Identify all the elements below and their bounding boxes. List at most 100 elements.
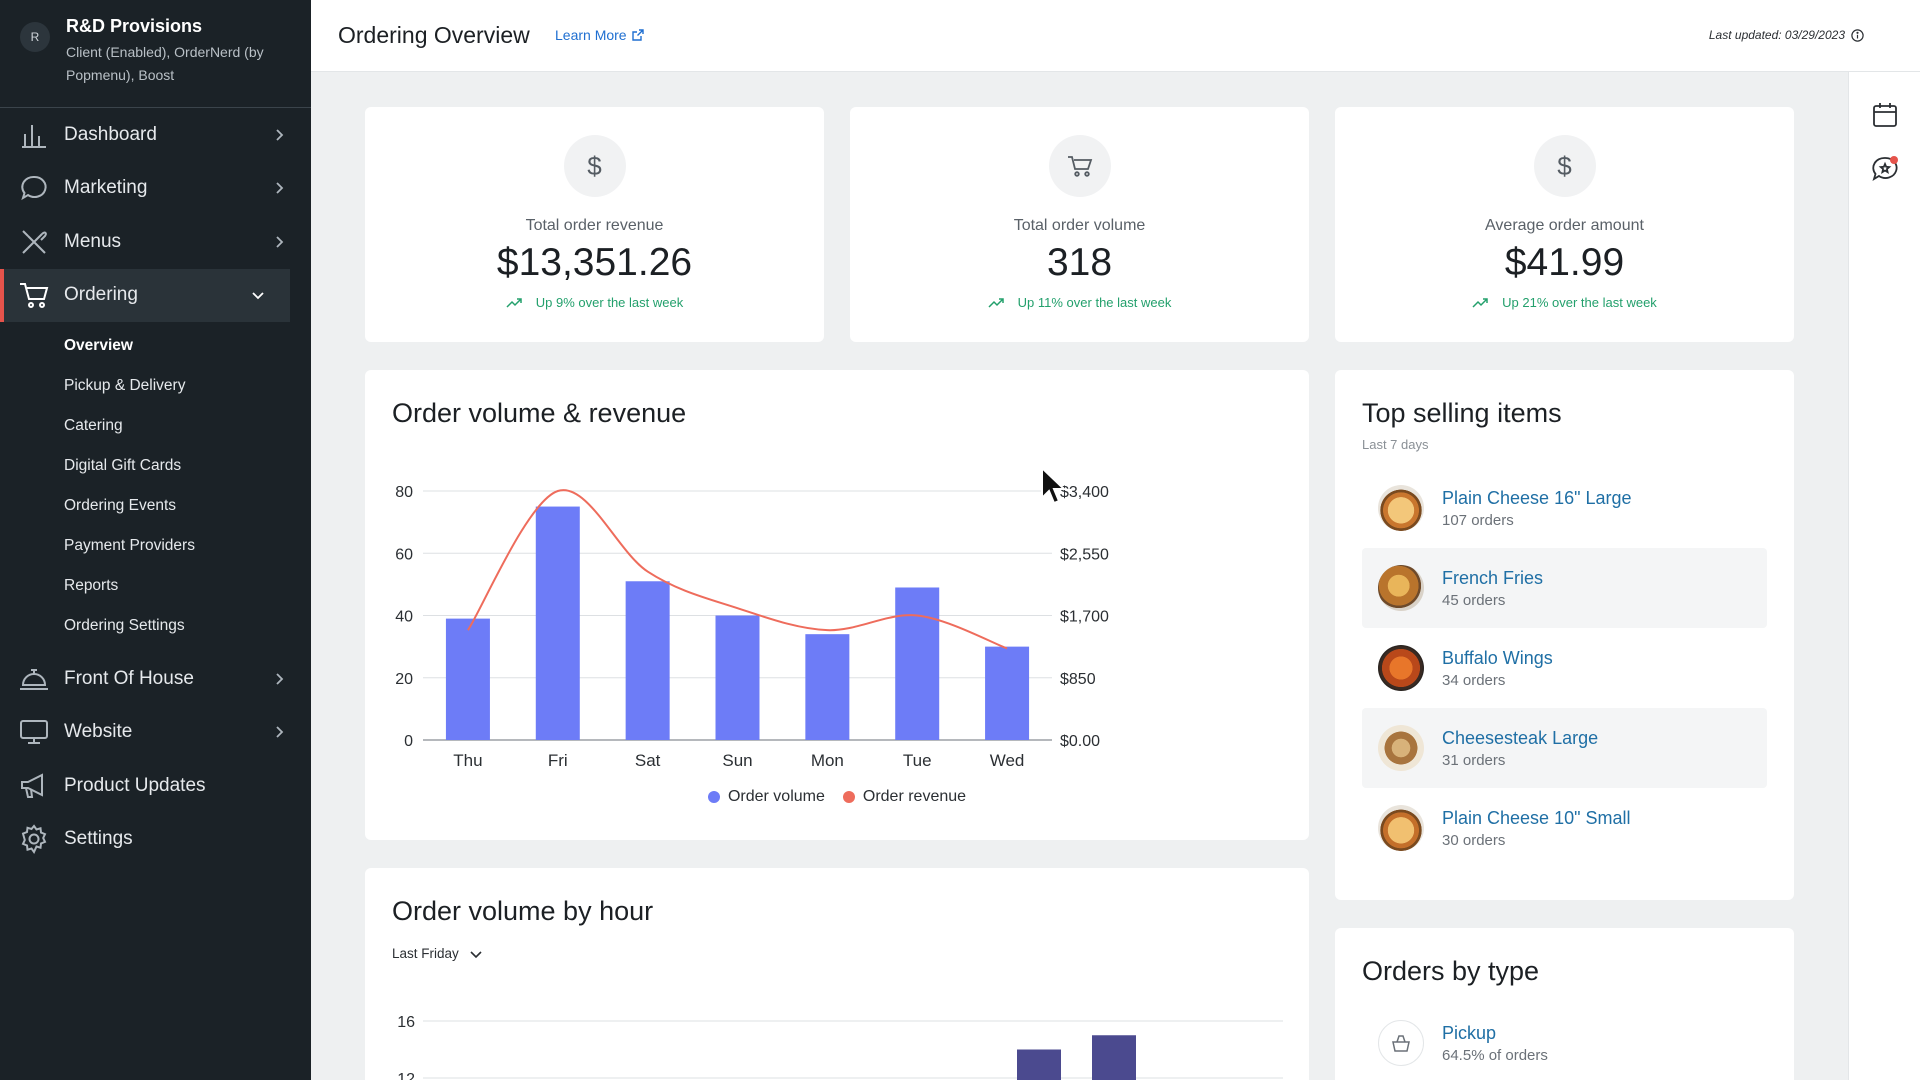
nav-item-product-updates[interactable]: Product Updates bbox=[0, 759, 311, 813]
subnav-catering[interactable]: Catering bbox=[64, 417, 123, 434]
item-orders: 30 orders bbox=[1442, 831, 1506, 849]
y-tick-label-left: 20 bbox=[395, 671, 413, 688]
subnav-digital-gift-cards[interactable]: Digital Gift Cards bbox=[64, 457, 182, 474]
card-subtitle: Last 7 days bbox=[1362, 437, 1429, 452]
last-updated-text: Last updated: 03/29/2023 bbox=[1708, 28, 1845, 42]
y-tick-label-right: $2,550 bbox=[1060, 546, 1109, 563]
kpi-label: Total order revenue bbox=[525, 217, 664, 234]
kpi-trend: Up 9% over the last week bbox=[365, 295, 824, 310]
dollar-icon: $ bbox=[1533, 135, 1596, 197]
item-name-link[interactable]: Cheesesteak Large bbox=[1442, 727, 1599, 748]
chevron-down-icon bbox=[252, 292, 264, 300]
y-tick-label-left: 0 bbox=[404, 733, 413, 750]
bar-hourly-volume bbox=[1017, 1049, 1061, 1080]
kpi-label: Average order amount bbox=[1485, 217, 1644, 234]
list-item[interactable]: Plain Cheese 10" Small 30 orders bbox=[1362, 788, 1767, 868]
volume-by-hour-card: Order volume by hour Last Friday 16 12 bbox=[365, 868, 1309, 1080]
item-name-link[interactable]: Plain Cheese 16" Large bbox=[1442, 487, 1632, 508]
nav-item-marketing[interactable]: Marketing bbox=[0, 162, 311, 216]
item-orders: 107 orders bbox=[1442, 511, 1514, 529]
y-tick-label-left: 80 bbox=[395, 484, 413, 501]
list-item[interactable]: Pickup 64.5% of orders bbox=[1378, 1020, 1548, 1066]
subnav-payment-providers[interactable]: Payment Providers bbox=[64, 537, 195, 554]
nav-label: Product Updates bbox=[64, 774, 206, 796]
nav-item-menus[interactable]: Menus bbox=[0, 215, 311, 269]
subnav-reports[interactable]: Reports bbox=[64, 577, 119, 594]
subnav-ordering-events[interactable]: Ordering Events bbox=[64, 497, 176, 514]
kpi-trend-text: Up 11% over the last week bbox=[1017, 295, 1172, 310]
list-item[interactable]: Buffalo Wings 34 orders bbox=[1362, 628, 1767, 708]
legend-item-revenue[interactable]: Order revenue bbox=[842, 788, 966, 806]
item-name-link[interactable]: French Fries bbox=[1442, 567, 1544, 588]
trend-up-icon bbox=[506, 297, 522, 308]
info-icon[interactable] bbox=[1851, 28, 1864, 42]
nav-item-ordering[interactable]: Ordering bbox=[0, 268, 290, 322]
chevron-right-icon bbox=[276, 726, 284, 738]
nav-label: Dashboard bbox=[64, 123, 157, 145]
list-item[interactable]: Plain Cheese 16" Large 107 orders bbox=[1362, 468, 1767, 548]
kpi-trend-text: Up 21% over the last week bbox=[1502, 295, 1657, 310]
right-rail bbox=[1848, 72, 1920, 1080]
nav-label: Ordering bbox=[64, 284, 138, 306]
org-name: R&D Provisions bbox=[66, 16, 203, 36]
learn-more-link[interactable]: Learn More bbox=[555, 27, 644, 43]
nav-item-front-of-house[interactable]: Front Of House bbox=[0, 652, 311, 706]
chevron-down-icon bbox=[470, 950, 482, 958]
org-avatar: R bbox=[20, 22, 50, 52]
volume-revenue-card: Order volume & revenue 0 $0.00 20 $850 40 $1,… bbox=[365, 370, 1309, 840]
period-select[interactable]: Last Friday bbox=[392, 946, 483, 961]
order-type-link[interactable]: Pickup bbox=[1442, 1022, 1497, 1043]
nav-item-website[interactable]: Website bbox=[0, 706, 311, 760]
item-name-link[interactable]: Buffalo Wings bbox=[1442, 647, 1553, 668]
legend-item-volume[interactable]: Order volume bbox=[707, 788, 825, 806]
y-tick-label: 16 bbox=[397, 1014, 415, 1031]
kpi-card-revenue: $ Total order revenue $13,351.26 Up 9% o… bbox=[365, 107, 824, 342]
chart-legend: Order volume Order revenue bbox=[365, 788, 1309, 806]
org-switcher[interactable]: R R&D Provisions Client (Enabled), Order… bbox=[0, 0, 311, 108]
dollar-glyph: $ bbox=[587, 150, 602, 181]
y-tick-label-right: $0.00 bbox=[1060, 733, 1100, 750]
subnav-pickup-delivery[interactable]: Pickup & Delivery bbox=[64, 377, 186, 394]
item-name-link[interactable]: Plain Cheese 10" Small bbox=[1442, 807, 1631, 828]
kpi-value: $13,351.26 bbox=[496, 241, 693, 284]
subnav-ordering-settings[interactable]: Ordering Settings bbox=[64, 617, 185, 634]
trend-up-icon bbox=[1472, 297, 1488, 308]
chat-support-icon[interactable] bbox=[1872, 156, 1900, 184]
sidebar: R R&D Provisions Client (Enabled), Order… bbox=[0, 0, 311, 1080]
subnav-overview[interactable]: Overview bbox=[64, 337, 133, 354]
nav-label: Menus bbox=[64, 230, 122, 252]
chevron-right-icon bbox=[276, 182, 284, 194]
x-tick-label: Sat bbox=[635, 751, 661, 770]
volume-revenue-chart: 0 $0.00 20 $850 40 $1,700 60 $2,550 80 $3,400 Thu F… bbox=[395, 484, 1109, 770]
utensils-icon bbox=[18, 226, 50, 258]
kpi-trend: Up 11% over the last week bbox=[850, 295, 1309, 310]
kpi-card-average: $ Average order amount $41.99 Up 21% ove… bbox=[1335, 107, 1794, 342]
pizza-thumbnail bbox=[1378, 805, 1424, 851]
card-title: Order volume & revenue bbox=[392, 398, 687, 428]
nav-label: Front Of House bbox=[64, 667, 194, 689]
bar-order-volume bbox=[805, 634, 850, 740]
item-orders: 34 orders bbox=[1442, 671, 1506, 689]
calendar-icon[interactable] bbox=[1872, 102, 1900, 130]
period-select-value: Last Friday bbox=[392, 946, 459, 961]
nav-item-dashboard[interactable]: Dashboard bbox=[0, 108, 311, 162]
y-tick-label-right: $1,700 bbox=[1060, 609, 1109, 626]
mouse-pointer-icon bbox=[1041, 466, 1066, 505]
card-title: Orders by type bbox=[1362, 956, 1540, 986]
trend-up-icon bbox=[988, 297, 1004, 308]
list-item[interactable]: French Fries 45 orders bbox=[1362, 548, 1767, 628]
nav-item-settings[interactable]: Settings bbox=[0, 813, 311, 867]
dollar-icon: $ bbox=[563, 135, 626, 197]
chevron-right-icon bbox=[276, 129, 284, 141]
list-item[interactable]: Cheesesteak Large 31 orders bbox=[1362, 708, 1767, 788]
bar-chart-icon bbox=[18, 119, 50, 151]
nav-label: Website bbox=[64, 721, 133, 743]
notification-dot bbox=[1890, 156, 1898, 164]
x-tick-label: Tue bbox=[903, 751, 932, 770]
item-orders: 31 orders bbox=[1442, 751, 1506, 769]
last-updated: Last updated: 03/29/2023 bbox=[1709, 28, 1864, 42]
legend-label: Order volume bbox=[727, 788, 825, 805]
kpi-trend-text: Up 9% over the last week bbox=[535, 295, 684, 310]
top-selling-list: Plain Cheese 16" Large 107 orders French … bbox=[1362, 468, 1767, 868]
kpi-trend: Up 21% over the last week bbox=[1335, 295, 1794, 310]
